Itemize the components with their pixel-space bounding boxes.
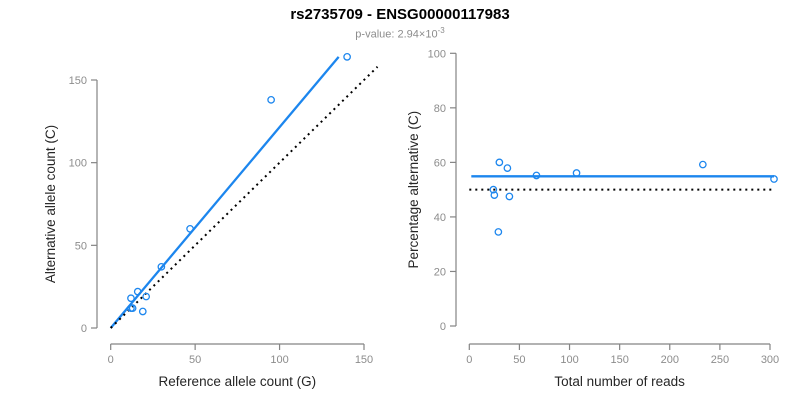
plot-2-y-axis-title: Percentage alternative (C)	[406, 111, 421, 269]
plot-2-x-tick-label: 100	[560, 354, 578, 366]
plot-1-data-point	[142, 292, 151, 301]
plot-2-data-point	[503, 164, 512, 172]
plot-1-data-point	[186, 224, 194, 233]
plot-1-data-point	[343, 53, 351, 61]
plot-1-y-axis-title: Alternative allele count (C)	[43, 125, 58, 283]
plot-1-data-point	[133, 287, 142, 296]
plot-1-data-point	[127, 294, 135, 303]
plot-2-data-point	[532, 171, 541, 180]
plot-2-x-tick-label: 250	[711, 354, 729, 366]
plot-2-y-tick-label: 60	[434, 157, 446, 169]
plot-2-x-tick-label: 0	[466, 354, 472, 366]
plot-2-data-point	[489, 185, 498, 194]
plot-2-x-tick-label: 150	[610, 354, 628, 366]
plot-2-y-tick-label: 20	[434, 266, 446, 278]
plot-2-data-point	[494, 228, 503, 236]
plot-1-y-tick-label: 50	[75, 240, 87, 252]
plot-2-data-point	[490, 191, 499, 199]
plot-2-y-tick-label: 40	[434, 212, 446, 224]
plot-1-x-axis-title: Reference allele count (G)	[159, 374, 317, 389]
identity-line	[110, 66, 379, 329]
plot-1-data-point	[157, 262, 166, 271]
fit-line	[109, 56, 340, 329]
plot-2-x-tick-label: 50	[513, 354, 525, 366]
plot-1-y-tick-label: 100	[69, 158, 87, 170]
plot-1-x-tick-label: 100	[270, 354, 288, 366]
plot-2-y-tick-label: 0	[440, 321, 446, 333]
plot-1-data-point	[267, 95, 275, 104]
plot-2-x-tick-label: 200	[661, 354, 679, 366]
plot-1-data-point	[128, 304, 137, 313]
plot-2-data-point	[505, 192, 514, 201]
plot-1-y-tick-label: 0	[81, 323, 87, 335]
plot-2-y-tick-label: 100	[428, 48, 446, 60]
plot-1-y-tick-label: 150	[69, 75, 87, 87]
plot-2-data-point	[495, 158, 504, 167]
plot-2-x-tick-label: 300	[761, 354, 779, 366]
plot-1-data-point	[138, 307, 147, 316]
plot-1-x-tick-label: 150	[355, 354, 373, 366]
plot-2-y-tick-label: 80	[434, 103, 446, 115]
plot-2-data-point	[572, 169, 581, 177]
plot-1-x-tick-label: 0	[108, 354, 114, 366]
plot-2-data-point	[770, 175, 778, 183]
plot-2-x-axis-title: Total number of reads	[554, 374, 685, 389]
plot-1-x-tick-label: 50	[189, 354, 201, 366]
plot-2-data-point	[698, 160, 707, 169]
